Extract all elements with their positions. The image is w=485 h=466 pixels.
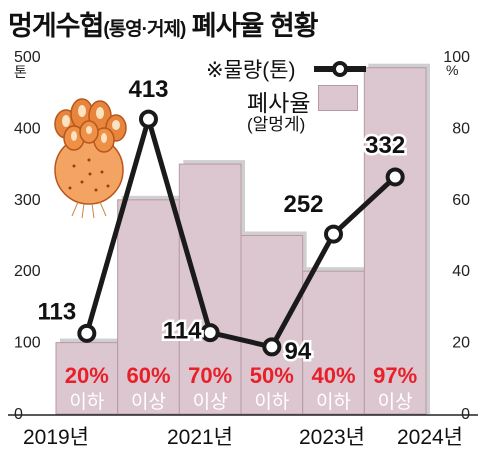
x-axis-label: 2019년 bbox=[23, 426, 89, 449]
bar-percent-label: 97% bbox=[373, 363, 417, 388]
bar-2021 bbox=[178, 163, 242, 415]
legend-line-symbol bbox=[314, 61, 366, 77]
quantity-point bbox=[139, 109, 158, 129]
quantity-value-label: 94 bbox=[284, 338, 311, 365]
quantity-point bbox=[77, 323, 97, 343]
bar-qualifier-label: 이상 bbox=[193, 391, 228, 413]
legend-bar-label: 폐사율 bbox=[247, 90, 311, 116]
quantity-point bbox=[262, 337, 282, 357]
bar-percent-label: 60% bbox=[126, 363, 170, 388]
left-tick-label: 400 bbox=[14, 120, 41, 137]
sea-squirt-illustration bbox=[54, 98, 127, 219]
right-tick-label: 20 bbox=[452, 335, 470, 352]
quantity-value-label: 114 bbox=[163, 318, 202, 345]
bar-2023 bbox=[302, 270, 365, 415]
legend-bar-symbol bbox=[318, 85, 358, 111]
bar-qualifier-label: 이하 bbox=[254, 391, 289, 413]
bar-2020 bbox=[117, 199, 180, 415]
quantity-value-label: 113 bbox=[37, 298, 76, 325]
right-tick-label: 80 bbox=[452, 120, 470, 137]
quantity-line bbox=[84, 116, 397, 350]
bar-percent-label: 70% bbox=[188, 363, 232, 388]
quantity-point bbox=[200, 323, 220, 343]
bar-2022 bbox=[240, 235, 304, 415]
quantity-point bbox=[324, 224, 343, 244]
quantity-value-label: 332 bbox=[365, 132, 405, 159]
bar-percent-label: 20% bbox=[65, 363, 109, 388]
left-tick-label: 300 bbox=[14, 192, 41, 209]
bar-2024 bbox=[363, 67, 427, 415]
x-axis-label: 2023년 bbox=[299, 426, 365, 449]
quantity-point bbox=[385, 167, 405, 187]
right-axis-unit: % bbox=[446, 62, 459, 78]
chart-title: 멍게수협(통영·거제) 폐사율 현황 bbox=[8, 4, 318, 43]
title-sub: (통영·거제) bbox=[103, 19, 186, 40]
bar-percent-label: 40% bbox=[311, 363, 355, 388]
left-tick-label: 500 bbox=[14, 49, 41, 66]
bar-qualifier-label: 이하 bbox=[316, 391, 351, 413]
title-rest: 폐사율 현황 bbox=[191, 11, 319, 41]
quantity-value-label: 252 bbox=[283, 191, 323, 218]
bar-percent-label: 50% bbox=[250, 363, 294, 388]
quantity-value-label: 413 bbox=[128, 76, 168, 103]
right-tick-label: 100 bbox=[443, 49, 470, 66]
bar-2019 bbox=[55, 342, 119, 415]
title-main: 멍게수협 bbox=[8, 11, 104, 41]
legend-line-label: ※물량(톤) bbox=[206, 59, 296, 82]
x-axis-label: 2024년 bbox=[397, 426, 463, 449]
bar-qualifier-label: 이하 bbox=[69, 391, 104, 413]
legend-bar-sublabel: (알멍게) bbox=[247, 115, 306, 134]
left-tick-label: 200 bbox=[14, 263, 41, 280]
x-axis-label: 2021년 bbox=[167, 426, 233, 449]
left-axis-unit: 톤 bbox=[14, 64, 27, 80]
right-tick-label: 60 bbox=[452, 192, 470, 209]
right-tick-label: 40 bbox=[452, 263, 470, 280]
bar-qualifier-label: 이상 bbox=[378, 391, 413, 413]
bar-qualifier-label: 이상 bbox=[131, 391, 166, 413]
left-tick-label: 100 bbox=[14, 335, 41, 352]
